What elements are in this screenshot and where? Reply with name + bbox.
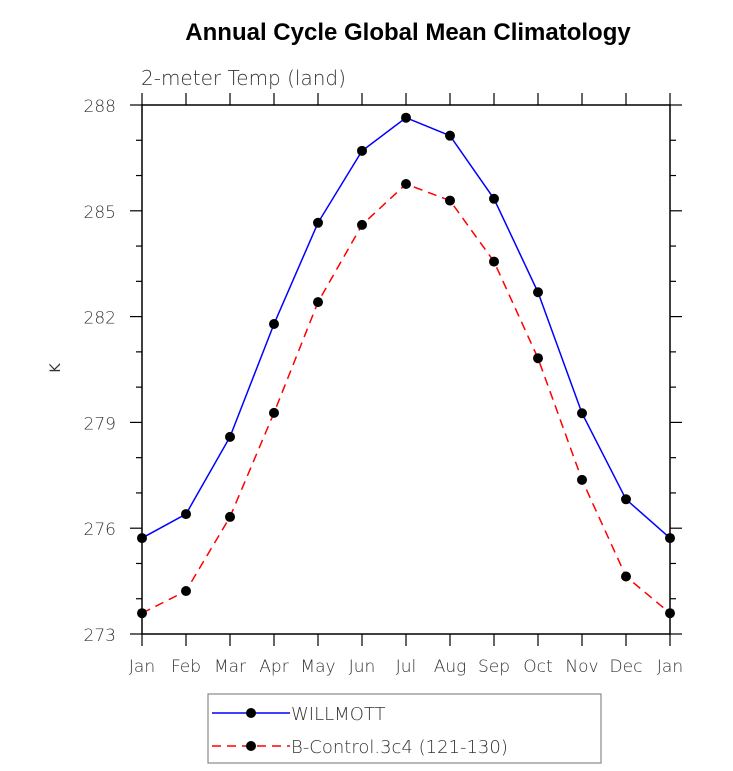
data-point (577, 408, 587, 419)
data-point (533, 287, 543, 298)
x-tick-label: Nov (565, 657, 598, 677)
data-point (269, 407, 279, 418)
data-point (445, 195, 455, 206)
data-point (577, 474, 587, 485)
y-tick-label: 273 (84, 626, 116, 646)
data-point (621, 571, 631, 582)
x-tick-label: Aug (434, 657, 467, 677)
data-point (489, 193, 499, 204)
x-tick-label: Jan (129, 657, 155, 677)
axis-ticks (130, 93, 682, 646)
legend-marker (246, 708, 256, 718)
data-point (445, 130, 455, 141)
y-tick-label: 276 (84, 520, 116, 540)
chart-subtitle: 2-meter Temp (land) (141, 66, 346, 90)
data-point (489, 256, 499, 267)
data-point (269, 319, 279, 330)
y-axis-label: K (48, 363, 64, 373)
data-point (533, 353, 543, 364)
plot-frame (141, 104, 671, 635)
x-tick-label: Jul (396, 657, 417, 677)
data-point (313, 217, 323, 228)
series-b-control (137, 178, 675, 619)
data-point (357, 219, 367, 230)
x-tick-label: May (300, 657, 335, 677)
data-point (401, 178, 411, 189)
data-point (181, 509, 191, 520)
legend-label: WILLMOTT (291, 704, 386, 725)
data-point (225, 431, 235, 442)
y-tick-label: 279 (84, 414, 116, 434)
legend-label: B-Control.3c4 (121-130) (291, 737, 508, 758)
axis-tick-labels: Jan Feb Mar Apr May Jun Jul Aug Sep Oct Nov Dec Jan 2… (84, 97, 684, 677)
x-tick-label: Feb (171, 657, 201, 677)
x-tick-label: Sep (478, 657, 510, 677)
y-tick-label: 285 (84, 203, 116, 223)
x-tick-label: Mar (214, 657, 246, 677)
data-point (225, 511, 235, 522)
data-point (357, 145, 367, 156)
series-willmott (137, 112, 675, 544)
y-tick-label: 288 (84, 97, 116, 117)
x-tick-label: Apr (259, 657, 288, 677)
data-point (401, 112, 411, 123)
series-line (141, 183, 671, 614)
legend-marker (246, 741, 256, 751)
data-point (313, 297, 323, 308)
data-point (621, 494, 631, 505)
legend: WILLMOTT B-Control.3c4 (121-130) (207, 693, 602, 764)
legend-box (207, 693, 602, 764)
x-tick-label: Oct (523, 657, 552, 677)
x-tick-label: Dec (610, 657, 643, 677)
series-layer (137, 112, 675, 619)
y-tick-label: 282 (84, 309, 116, 329)
data-point (181, 585, 191, 596)
x-tick-label: Jan (657, 657, 683, 677)
chart-title: Annual Cycle Global Mean Climatology (185, 19, 631, 46)
x-tick-label: Jun (349, 657, 376, 677)
